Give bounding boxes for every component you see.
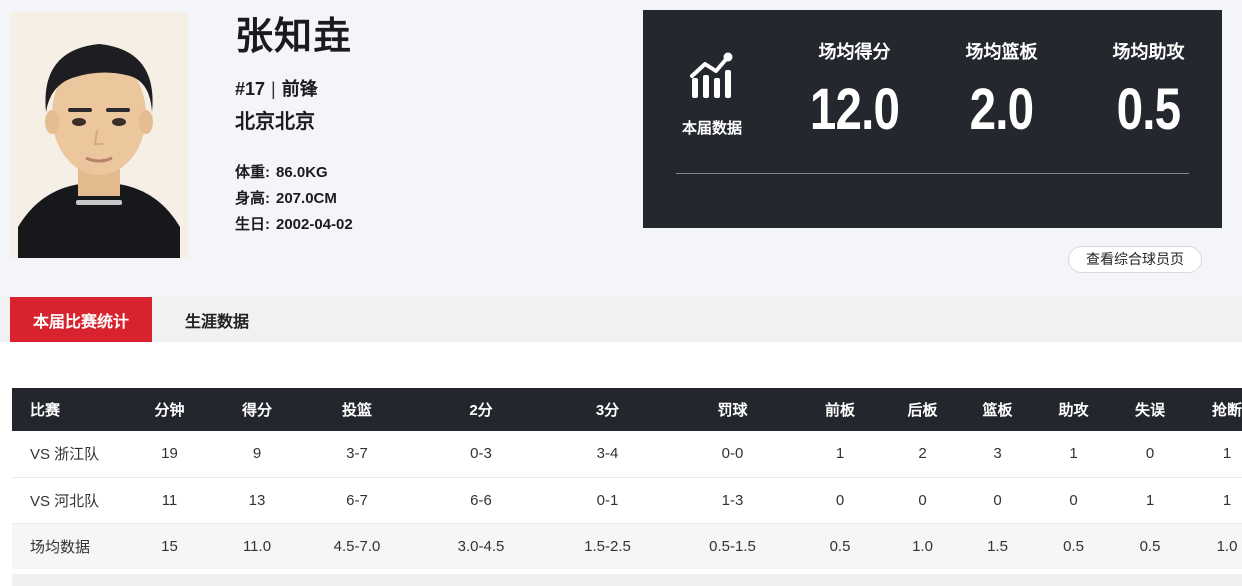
player-position: 前锋 bbox=[281, 79, 318, 99]
weight-label: 体重: bbox=[235, 164, 270, 181]
stat-value-cell: 1.0 bbox=[912, 537, 933, 555]
birthday-line: 生日: 2002-04-02 bbox=[235, 212, 353, 238]
column-header-stat: 前板 bbox=[824, 402, 855, 419]
stat-value-cell: 9 bbox=[252, 445, 262, 463]
stat-value-cell: 0 bbox=[1069, 491, 1078, 509]
tab-current-tournament-stats[interactable]: 本届比赛统计 bbox=[10, 297, 152, 342]
player-photo bbox=[10, 12, 188, 258]
stat-value-cell: 3-4 bbox=[596, 445, 619, 463]
table-row: 场均数据 15 11.0 4.5-7.0 3.0-4.5 1.5-2.5 0.5-1.5 0.… bbox=[12, 523, 1242, 569]
table-header-row: 比赛 分钟 得分 投篮 2分 3分 罚球 前板 后板 篮板 助攻 失误 抢断 bbox=[12, 388, 1242, 431]
stat-value-cell: 1.5 bbox=[987, 537, 1008, 555]
stat-value-cell: 1.0 bbox=[1216, 537, 1238, 555]
height-line: 身高: 207.0CM bbox=[235, 186, 353, 212]
stat-value-cell: 0 bbox=[993, 491, 1002, 509]
stat-value-cell: 0.5 bbox=[829, 537, 851, 555]
player-number-position: #17 | 前锋 bbox=[235, 75, 353, 101]
stat-value-cell: 1 bbox=[1145, 491, 1155, 509]
stat-value-cell: 0 bbox=[835, 491, 845, 509]
player-info: 张知垚 #17 | 前锋 北京北京 体重: 86.0KG 身高: 207.0CM 生日:… bbox=[235, 14, 353, 238]
view-full-player-page-button[interactable]: 查看综合球员页 bbox=[1068, 246, 1202, 273]
stats-table-wrap: 比赛 分钟 得分 投篮 2分 3分 罚球 前板 后板 篮板 助攻 失误 抢断 VS 浙江队 19 9 3-7 0… bbox=[12, 388, 1242, 586]
column-header-match: 比赛 bbox=[30, 402, 61, 419]
stat-points: 场均得分 12.0 bbox=[781, 10, 928, 228]
stat-value-cell: 1 bbox=[835, 445, 845, 463]
stat-value-cell: 0 bbox=[918, 491, 927, 509]
column-header-stat: 抢断 bbox=[1211, 402, 1242, 419]
stat-value-cell: 11.0 bbox=[242, 537, 272, 555]
column-header-stat: 篮板 bbox=[982, 402, 1013, 419]
stat-assists-label: 场均助攻 bbox=[1112, 42, 1185, 62]
stat-value-cell: 4.5-7.0 bbox=[333, 537, 381, 555]
stat-value-cell: 0-3 bbox=[470, 445, 492, 463]
game-stats-table: 比赛 分钟 得分 投篮 2分 3分 罚球 前板 后板 篮板 助攻 失误 抢断 VS 浙江队 19 9 3-7 0… bbox=[12, 388, 1242, 569]
height-value: 207.0CM bbox=[276, 190, 337, 207]
column-header-stat: 2分 bbox=[469, 402, 493, 419]
stat-rebounds: 场均篮板 2.0 bbox=[928, 10, 1075, 228]
tournament-stats-card: 本届数据 场均得分 12.0 场均篮板 2.0 场均助攻 0.5 bbox=[643, 10, 1222, 228]
match-name-cell: 场均数据 bbox=[30, 538, 91, 556]
jersey-number: #17 bbox=[235, 79, 266, 99]
stat-value-cell: 3 bbox=[993, 445, 1002, 463]
stats-tab-bar: 本届比赛统计 生涯数据 bbox=[0, 297, 1242, 342]
stats-card-divider bbox=[676, 173, 1189, 174]
stat-value-cell: 6-7 bbox=[346, 491, 368, 509]
stat-value-cell: 1.5-2.5 bbox=[584, 537, 631, 555]
stat-points-label: 场均得分 bbox=[818, 42, 891, 62]
stat-assists-value: 0.5 bbox=[1116, 77, 1181, 142]
weight-line: 体重: 86.0KG bbox=[235, 160, 353, 186]
stat-value-cell: 2 bbox=[918, 445, 927, 463]
column-header-stat: 3分 bbox=[595, 402, 620, 419]
table-row: VS 河北队 11 13 6-7 6-6 0-1 1-3 0 0 0 0 1 1 bbox=[12, 477, 1242, 523]
stat-value-cell: 13 bbox=[248, 491, 266, 509]
stat-value-cell: 19 bbox=[161, 445, 178, 463]
stat-value-cell: 0.5 bbox=[1063, 537, 1084, 555]
stats-source-label: 本届数据 bbox=[681, 120, 742, 137]
stat-value-cell: 1-3 bbox=[721, 491, 744, 509]
column-header-stat: 失误 bbox=[1134, 402, 1165, 419]
trend-chart-icon bbox=[690, 52, 733, 98]
column-header-stat: 投篮 bbox=[341, 402, 372, 419]
stat-value-cell: 0.5 bbox=[1139, 537, 1161, 555]
separator: | bbox=[271, 79, 276, 99]
stat-value-cell: 11 bbox=[161, 491, 178, 509]
player-profile-section: 张知垚 #17 | 前锋 北京北京 体重: 86.0KG 身高: 207.0CM 生日:… bbox=[0, 0, 1242, 297]
stats-card-source: 本届数据 bbox=[643, 10, 781, 228]
stat-value-cell: 0 bbox=[1145, 445, 1155, 463]
stat-value-cell: 1 bbox=[1069, 445, 1078, 463]
stat-value-cell: 15 bbox=[161, 537, 178, 555]
player-portrait-image bbox=[10, 12, 188, 258]
stat-value-cell: 1 bbox=[1222, 445, 1232, 463]
column-header-stat: 得分 bbox=[241, 402, 272, 419]
column-header-stat: 分钟 bbox=[154, 402, 185, 419]
match-name-cell: VS 浙江队 bbox=[30, 446, 100, 464]
match-name-cell: VS 河北队 bbox=[30, 492, 100, 510]
stat-value-cell: 1 bbox=[1222, 491, 1232, 509]
stat-rebounds-label: 场均篮板 bbox=[965, 42, 1038, 62]
partial-next-row bbox=[12, 574, 1242, 586]
stat-points-value: 12.0 bbox=[809, 77, 900, 142]
player-team: 北京北京 bbox=[235, 111, 315, 133]
stat-value-cell: 0-1 bbox=[596, 491, 619, 509]
stat-value-cell: 0.5-1.5 bbox=[709, 537, 756, 555]
stat-assists: 场均助攻 0.5 bbox=[1075, 10, 1222, 228]
height-label: 身高: bbox=[235, 190, 270, 207]
player-details: 体重: 86.0KG 身高: 207.0CM 生日: 2002-04-02 bbox=[235, 160, 353, 238]
birthday-value: 2002-04-02 bbox=[276, 216, 353, 233]
stat-value-cell: 3-7 bbox=[346, 445, 368, 463]
stat-value-cell: 6-6 bbox=[470, 491, 492, 509]
column-header-stat: 后板 bbox=[907, 402, 938, 419]
stat-value-cell: 0-0 bbox=[721, 445, 744, 463]
player-name: 张知垚 bbox=[235, 16, 353, 58]
stats-content-section: 比赛 分钟 得分 投篮 2分 3分 罚球 前板 后板 篮板 助攻 失误 抢断 VS 浙江队 19 9 3-7 0… bbox=[0, 388, 1242, 586]
tab-career-data[interactable]: 生涯数据 bbox=[185, 313, 250, 331]
table-row: VS 浙江队 19 9 3-7 0-3 3-4 0-0 1 2 3 1 0 1 bbox=[12, 431, 1242, 477]
birthday-label: 生日: bbox=[235, 216, 270, 233]
stat-value-cell: 3.0-4.5 bbox=[457, 537, 505, 555]
weight-value: 86.0KG bbox=[276, 164, 328, 181]
table-body: VS 浙江队 19 9 3-7 0-3 3-4 0-0 1 2 3 1 0 1 VS 河北队 11 13 6-7… bbox=[12, 431, 1242, 569]
column-header-stat: 罚球 bbox=[717, 402, 748, 419]
column-header-stat: 助攻 bbox=[1058, 402, 1089, 419]
stat-rebounds-value: 2.0 bbox=[969, 77, 1034, 142]
